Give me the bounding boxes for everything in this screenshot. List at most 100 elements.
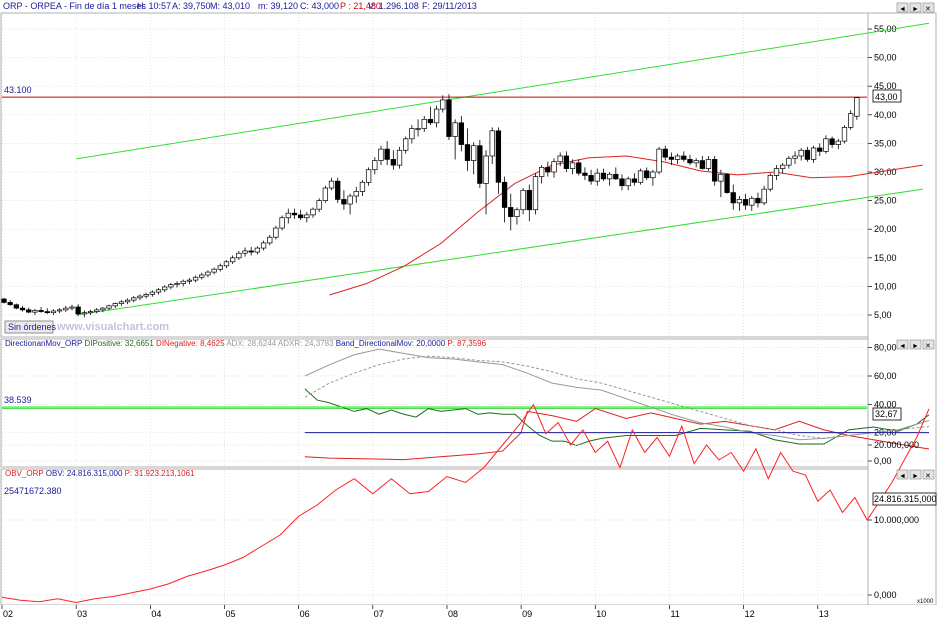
candle: [804, 146, 811, 162]
candle: [100, 306, 106, 313]
candle-body: [236, 252, 242, 259]
time-label: 07: [374, 609, 384, 619]
candle: [606, 172, 613, 186]
candle: [396, 146, 403, 169]
candle: [477, 139, 483, 189]
sin-ordenes-button-bg[interactable]: [4, 320, 54, 334]
candle-body: [131, 297, 137, 301]
candle: [532, 173, 539, 215]
candle: [631, 173, 638, 186]
scroll-right-button[interactable]: ►: [909, 469, 922, 480]
candle-body: [260, 242, 267, 249]
candle: [749, 196, 755, 211]
dm-tick-label: 0,00: [874, 456, 892, 466]
channel-lines: [76, 22, 930, 316]
candle: [19, 305, 26, 312]
scroll-right-button[interactable]: ►: [909, 2, 922, 13]
candle: [199, 272, 205, 280]
obv-scale-note: x1000: [917, 599, 934, 605]
candle: [32, 308, 38, 315]
obv-tick-label: 10.000,000: [874, 515, 919, 525]
price-tick-label: 45,00: [874, 81, 897, 91]
candle-body: [674, 155, 681, 160]
scroll-left-icon: ◄: [899, 6, 906, 13]
candle: [310, 207, 316, 218]
obv-tick-label: 20.000,000: [874, 440, 919, 450]
candle: [87, 309, 94, 315]
close-button-bg[interactable]: [922, 469, 935, 480]
scroll-left-button-bg[interactable]: [896, 469, 909, 480]
scroll-left-button[interactable]: ◄: [896, 469, 909, 480]
obv-gridlines: [2, 444, 867, 596]
candle: [162, 285, 168, 293]
candle: [458, 115, 464, 152]
candle: [81, 310, 87, 318]
price-tick-label: 5,00: [874, 310, 892, 320]
candle: [841, 125, 848, 144]
dm-legend-item: ADXR: 24,3783: [276, 339, 334, 348]
scroll-left-button-bg[interactable]: [896, 2, 909, 13]
candle-body: [532, 176, 539, 211]
candle: [75, 304, 81, 317]
candle-body: [347, 195, 353, 205]
close-button-bg[interactable]: [922, 339, 935, 350]
price-tick-label: 30,00: [874, 167, 897, 177]
dm-legend-item: DINegative: 8,4625: [154, 339, 225, 348]
candle-body: [495, 130, 502, 183]
candle: [421, 115, 427, 132]
candle-body: [551, 161, 557, 173]
candle-body: [421, 119, 427, 129]
scroll-right-button-bg[interactable]: [909, 339, 922, 350]
scroll-right-button-bg[interactable]: [909, 2, 922, 13]
candle-body: [736, 199, 743, 204]
candle-body: [458, 122, 464, 145]
candle: [365, 167, 372, 186]
candle: [192, 275, 199, 283]
time-gridlines: [1, 14, 819, 605]
candle-body: [619, 178, 625, 187]
candle-body: [656, 148, 662, 173]
candlesticks: [1, 94, 860, 318]
candle-body: [464, 144, 471, 161]
candle-body: [489, 130, 495, 157]
header-symbol: ORP - ORPEA - Fin de día 1 meses: [3, 1, 146, 11]
close-button[interactable]: ✕: [922, 339, 935, 350]
candle: [773, 165, 780, 181]
header-h: H: 10:57: [137, 1, 171, 11]
candle: [285, 208, 291, 224]
candle: [137, 294, 143, 301]
candle-body: [168, 284, 174, 288]
candle: [118, 300, 125, 306]
candle-body: [705, 159, 712, 169]
candle-body: [600, 172, 607, 180]
close-button[interactable]: ✕: [922, 469, 935, 480]
candle-body: [32, 310, 38, 313]
candle: [372, 157, 378, 175]
close-button-bg[interactable]: [922, 2, 935, 13]
scroll-right-button-bg[interactable]: [909, 469, 922, 480]
candle: [699, 155, 705, 170]
scroll-left-button-bg[interactable]: [896, 339, 909, 350]
scroll-left-button[interactable]: ◄: [896, 2, 909, 13]
candle-body: [248, 250, 254, 253]
candle-body: [378, 148, 384, 161]
candle-body: [359, 181, 366, 192]
close-button[interactable]: ✕: [922, 2, 935, 13]
candle-body: [44, 311, 50, 314]
candle-body: [501, 181, 508, 208]
candle: [563, 151, 570, 172]
candle-body: [742, 199, 749, 206]
candle-body: [792, 155, 798, 159]
candle: [576, 159, 582, 176]
scroll-left-button[interactable]: ◄: [896, 339, 909, 350]
candle-body: [112, 303, 118, 307]
sin-ordenes-label[interactable]: Sin órdenes: [8, 322, 57, 332]
candle: [440, 95, 446, 113]
candle: [328, 177, 335, 191]
sin-ordenes-button[interactable]: Sin órdenes: [4, 320, 57, 334]
candle: [557, 152, 563, 167]
candle: [69, 304, 75, 311]
candle-body: [106, 305, 112, 309]
scroll-right-button[interactable]: ►: [909, 339, 922, 350]
candle-body: [780, 164, 786, 169]
